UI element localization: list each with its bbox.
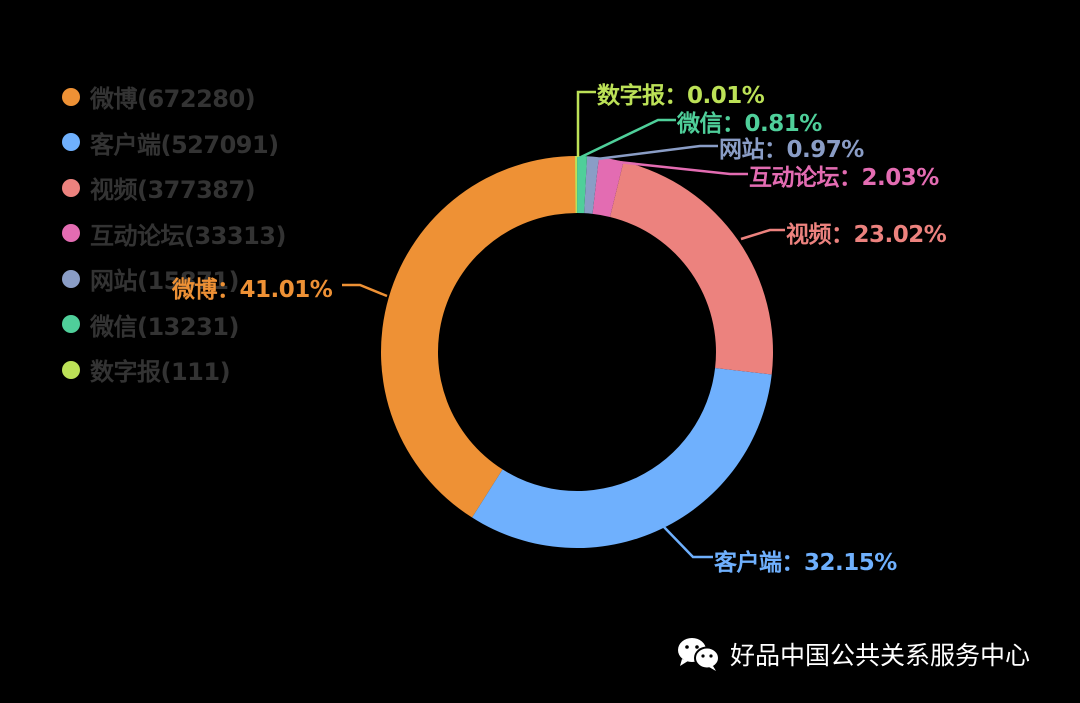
legend-item-forum[interactable]: 互动论坛(33313) xyxy=(62,211,286,257)
legend-item-website[interactable]: 网站(15871) xyxy=(62,256,286,302)
watermark: 好品中国公共关系服务中心 xyxy=(676,636,1030,672)
leader-lines xyxy=(342,90,785,559)
legend-label: 互动论坛(33313) xyxy=(90,221,286,250)
data-label-website: 网站：0.97% xyxy=(719,137,864,163)
donut-slice[interactable] xyxy=(577,156,588,214)
data-label-client: 客户端：32.15% xyxy=(714,550,897,576)
leader-line-website xyxy=(596,144,718,161)
data-label-weibo: 微博：41.01% xyxy=(172,277,333,303)
data-label-video: 视频：23.02% xyxy=(786,222,947,248)
legend-label: 微信(13231) xyxy=(90,312,239,341)
legend-dot-icon xyxy=(62,178,80,197)
legend-dot-icon xyxy=(62,133,80,152)
legend: 微博(672280) 客户端(527091) 视频(377387) 互动论坛(3… xyxy=(62,74,286,393)
data-label-wechat: 微信：0.81% xyxy=(677,111,822,137)
donut-slices xyxy=(381,156,773,548)
legend-dot-icon xyxy=(62,87,80,106)
legend-label: 数字报(111) xyxy=(90,358,231,387)
watermark-text: 好品中国公共关系服务中心 xyxy=(730,641,1031,670)
legend-dot-icon xyxy=(62,224,80,243)
wechat-icon xyxy=(678,638,720,671)
legend-item-wechat[interactable]: 微信(13231) xyxy=(62,302,286,348)
donut-slice[interactable] xyxy=(575,156,578,214)
legend-label: 微博(672280) xyxy=(90,85,256,114)
legend-item-client[interactable]: 客户端(527091) xyxy=(62,120,286,166)
donut-slice[interactable] xyxy=(381,156,577,518)
legend-item-video[interactable]: 视频(377387) xyxy=(62,165,286,211)
legend-label: 客户端(527091) xyxy=(90,130,279,159)
data-label-digital: 数字报：0.01% xyxy=(597,83,765,109)
leader-line-weibo xyxy=(342,283,388,298)
legend-label: 网站(15871) xyxy=(90,267,239,296)
leader-line-wechat xyxy=(580,118,676,159)
donut-slice[interactable] xyxy=(609,161,773,375)
legend-item-digital[interactable]: 数字报(111) xyxy=(62,347,286,393)
legend-dot-icon xyxy=(62,360,80,379)
data-label-forum: 互动论坛：2.03% xyxy=(749,165,939,191)
donut-slice[interactable] xyxy=(584,156,599,214)
legend-item-weibo[interactable]: 微博(672280) xyxy=(62,74,286,120)
leader-line-video xyxy=(740,228,785,241)
leader-line-client xyxy=(662,525,713,559)
leader-line-forum xyxy=(617,160,748,176)
legend-dot-icon xyxy=(62,269,80,288)
donut-slice[interactable] xyxy=(472,367,772,548)
leader-line-digital xyxy=(576,90,596,157)
legend-dot-icon xyxy=(62,315,80,334)
donut-slice[interactable] xyxy=(592,157,624,217)
legend-label: 视频(377387) xyxy=(90,176,256,205)
